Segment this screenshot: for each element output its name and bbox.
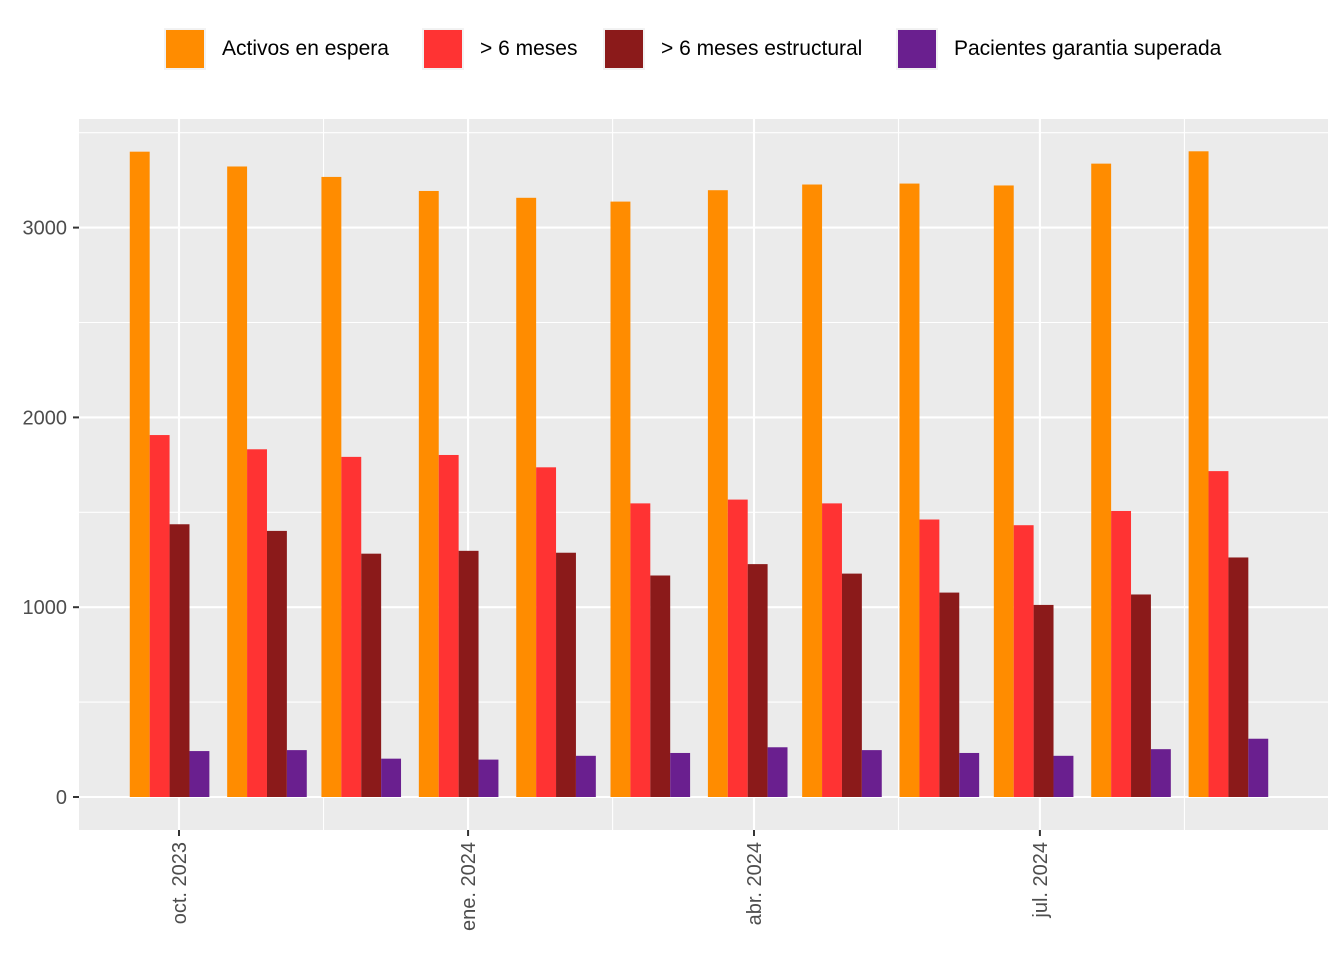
bar [556,552,576,797]
bar [438,454,459,797]
bar [341,456,362,797]
bar [247,449,267,797]
legend: Activos en espera > 6 meses > 6 meses es… [0,26,1344,80]
bar [1208,471,1229,797]
bar [1013,525,1034,797]
legend-key-6-meses [422,28,464,70]
bars [129,151,1269,798]
bar [1131,594,1151,797]
bar [169,524,190,797]
bar [959,752,980,797]
y-tick-label: 0 [56,787,67,809]
bar [919,519,940,797]
bar [418,190,439,797]
bar [670,752,691,797]
bar [381,758,402,797]
bar [822,503,842,797]
bar [899,183,920,797]
bar [650,575,671,797]
x-tick-label: oct. 2023 [169,842,191,924]
bar [286,750,307,797]
legend-item-6-meses: > 6 meses [422,26,577,72]
bar [861,750,882,797]
legend-label-activos: Activos en espera [222,37,389,60]
bar [189,751,210,797]
bar [321,176,342,797]
legend-item-activos: Activos en espera [164,26,389,72]
bar [802,184,823,798]
bar [707,190,728,797]
bar [841,573,862,797]
bar [747,564,768,797]
bar [939,592,960,797]
bar [767,747,788,797]
bar [1091,163,1112,798]
legend-label-6-meses: > 6 meses [480,37,578,60]
legend-key-garantia-superada [896,28,938,70]
x-tick-label: jul. 2024 [1030,842,1052,919]
bar [129,151,150,797]
legend-item-6-meses-estructural: > 6 meses estructural [603,26,862,72]
bar [610,201,631,797]
bar [630,503,651,797]
bar [266,530,287,797]
legend-item-garantia-superada: Pacientes garantia superada [896,26,1221,72]
legend-key-activos [164,28,206,70]
y-axis: 0 1000 2000 3000 [23,218,79,809]
bar [478,759,499,797]
bar [1188,151,1209,797]
bar [1053,755,1074,797]
bar [1228,557,1249,797]
bar [727,499,748,797]
legend-label-garantia-superada: Pacientes garantia superada [954,37,1222,60]
bar [361,553,382,797]
bar [458,550,479,797]
bar [575,755,596,797]
bar [1111,510,1132,797]
x-tick-label: ene. 2024 [458,842,480,931]
bar [516,197,537,798]
bar [536,467,557,797]
legend-key-6-meses-estructural [603,28,645,70]
bar [1248,738,1269,797]
x-tick-label: abr. 2024 [744,842,766,925]
y-tick-label: 3000 [23,218,68,240]
bar [993,185,1014,797]
bar [227,166,248,798]
y-tick-label: 1000 [23,597,68,619]
y-tick-label: 2000 [23,407,68,429]
bar [1150,749,1171,797]
x-axis: oct. 2023 ene. 2024 abr. 2024 jul. 2024 [169,830,1052,931]
bar [149,435,170,797]
bar [1033,604,1054,797]
legend-label-6-meses-estructural: > 6 meses estructural [661,37,863,60]
